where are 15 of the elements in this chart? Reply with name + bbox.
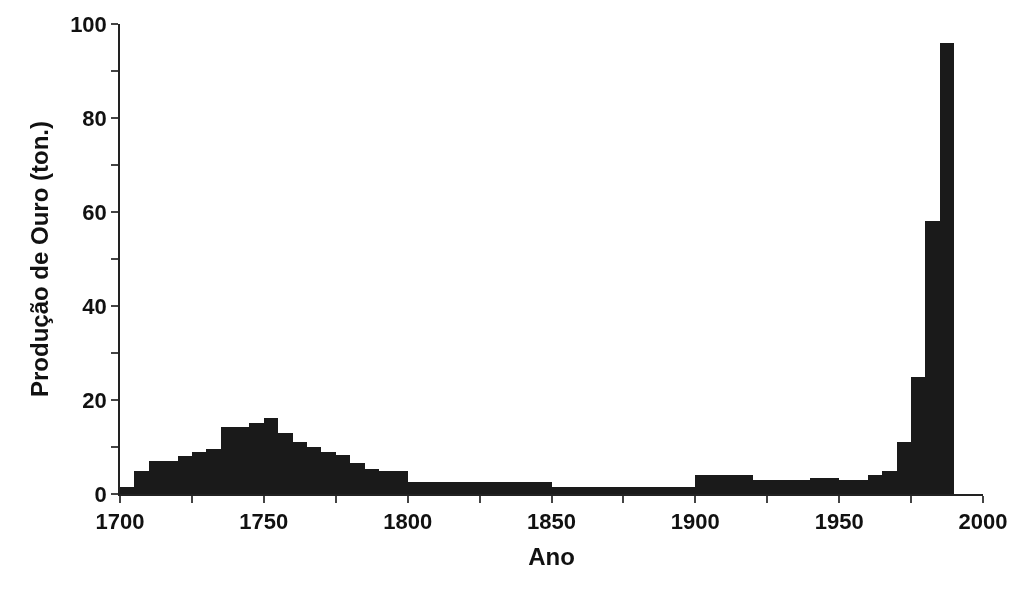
x-axis-title: Ano — [528, 542, 575, 570]
x-tick-label: 1750 — [239, 509, 289, 535]
x-tick-label: 1900 — [670, 509, 720, 535]
y-tick-label: 60 — [82, 199, 107, 225]
x-tick-label: 2000 — [958, 509, 1008, 535]
x-tick-label: 1700 — [95, 509, 145, 535]
y-tick-label: 20 — [82, 387, 107, 413]
y-tick-label: 40 — [82, 293, 107, 319]
y-tick-label: 0 — [94, 481, 107, 507]
y-tick-label: 80 — [82, 105, 107, 131]
x-tick-label: 1800 — [383, 509, 433, 535]
y-axis-title: Produção de Ouro (ton.) — [25, 121, 53, 397]
x-tick-label: 1850 — [527, 509, 576, 535]
y-tick-label: 100 — [70, 11, 107, 37]
x-tick-label: 1950 — [814, 509, 864, 535]
